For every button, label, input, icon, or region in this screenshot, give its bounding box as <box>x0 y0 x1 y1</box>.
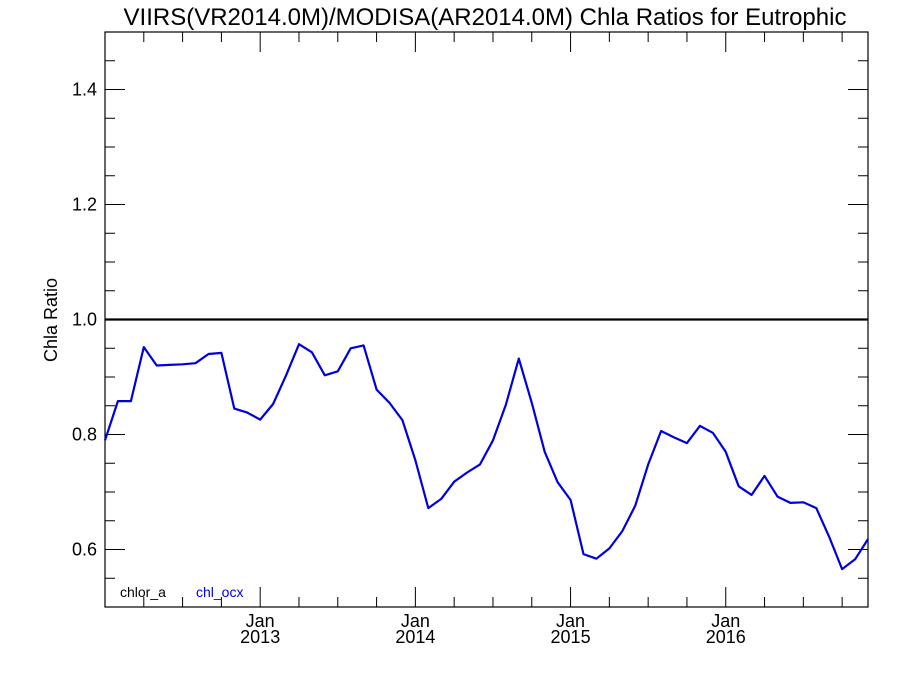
x-tick-label-year: 2015 <box>551 627 591 647</box>
x-tick-label-year: 2014 <box>395 627 435 647</box>
legend-entry-chlor_a: chlor_a <box>120 584 166 600</box>
y-tick-label: 1.2 <box>72 195 97 215</box>
axis-ticks <box>104 32 868 607</box>
x-tick-label-month: Jan <box>401 611 430 631</box>
y-tick-label: 1.4 <box>72 80 97 100</box>
tick-labels: 0.60.81.01.21.4Jan2013Jan2014Jan2015Jan2… <box>72 80 746 648</box>
series-line-chl_ocx <box>103 343 869 571</box>
y-tick-label: 0.6 <box>72 540 97 560</box>
legend-entry-chl_ocx: chl_ocx <box>196 584 243 600</box>
x-tick-label-month: Jan <box>246 611 275 631</box>
y-tick-label: 0.8 <box>72 425 97 445</box>
legend: chlor_a chl_ocx <box>120 584 243 600</box>
x-tick-label-month: Jan <box>556 611 585 631</box>
y-axis-label: Chla Ratio <box>41 278 61 362</box>
x-tick-label-year: 2016 <box>706 627 746 647</box>
y-tick-label: 1.0 <box>72 310 97 330</box>
data-points <box>105 344 868 569</box>
x-tick-label-year: 2013 <box>240 627 280 647</box>
chart-title: VIIRS(VR2014.0M)/MODISA(AR2014.0M) Chla … <box>124 4 847 31</box>
x-tick-label-month: Jan <box>711 611 740 631</box>
